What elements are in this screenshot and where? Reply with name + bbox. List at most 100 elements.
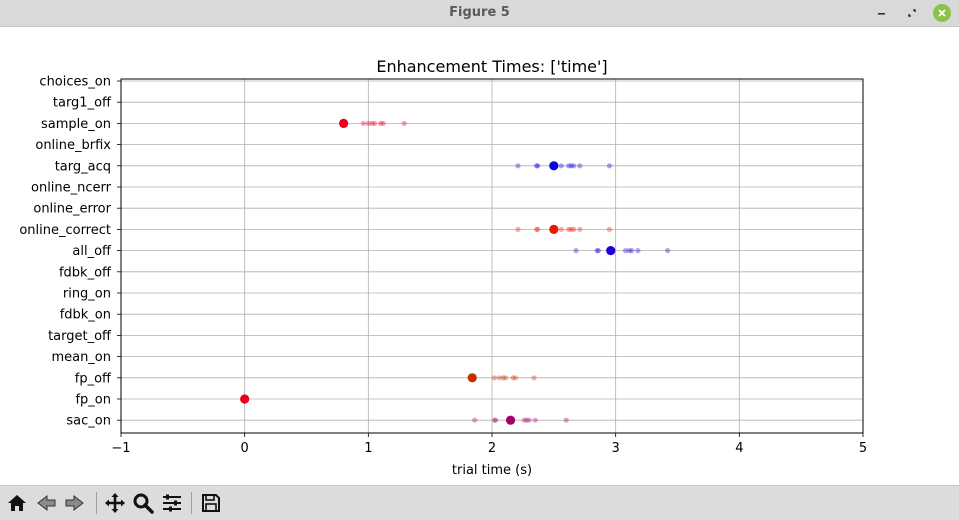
trial-point [533,226,540,232]
trial-point [491,375,498,381]
trial-point [577,226,583,232]
x-tick-label: 4 [735,441,743,456]
x-tick-label: 2 [488,441,496,456]
y-tick-label: ring_on [63,287,111,302]
mean-point [240,394,250,404]
data-points [240,118,671,425]
pan-button[interactable] [103,491,127,515]
trial-point [566,163,572,169]
mean-point [505,415,516,425]
trial-point [577,163,583,169]
trial-point [665,248,671,254]
maximize-button[interactable] [903,4,921,22]
trial-point [496,375,503,381]
trial-point [573,248,579,254]
save-button[interactable] [199,491,223,515]
forward-button[interactable] [63,491,87,515]
x-tick-label: −1 [111,441,130,456]
trial-point [369,120,375,126]
figure-canvas: −1 0 1 2 3 4 5 choices_on targ1_off sample_on onli… [0,27,959,484]
x-tick-label: 5 [859,441,867,456]
trial-point [595,248,601,254]
home-button[interactable] [5,491,29,515]
trial-point [515,163,521,169]
trial-point [360,120,366,126]
y-tick-label: fdbk_off [59,265,112,280]
trial-point [606,226,613,232]
trial-point [510,375,516,381]
y-tick-label: fdbk_on [60,308,111,323]
trial-point [526,417,532,423]
trial-point [566,226,572,232]
trial-point [568,226,574,232]
trial-point [635,248,641,254]
trial-point [533,163,540,169]
y-tick-label: targ_acq [55,159,111,174]
minimize-button[interactable] [873,4,891,22]
y-tick-label: targ1_off [53,96,112,111]
trial-point [378,120,384,126]
trial-point [535,226,541,232]
x-tick-label: 1 [364,441,372,456]
axis-ticks: −1 0 1 2 3 4 5 choices_on targ1_off sample_ononli… [19,75,867,457]
restore-icon [908,9,916,17]
x-tick-label: 0 [241,441,249,456]
trial-point [568,163,574,169]
home-icon [8,495,26,511]
trial-point [622,248,629,254]
x-axis-label: trial time (s) [452,463,532,478]
y-tick-label: all_off [72,244,112,259]
x-tick-label: 3 [612,441,620,456]
trial-point [401,120,407,126]
zoom-button[interactable] [131,491,155,515]
close-button[interactable] [933,4,951,22]
trial-point [524,417,530,423]
close-icon [938,9,946,17]
trial-point [629,248,635,254]
trial-point [558,226,564,232]
trial-point [500,375,506,381]
trial-point [521,417,527,423]
mean-point [549,161,559,171]
window-title: Figure 5 [449,5,510,20]
trial-point [491,417,498,423]
toolbar-separator [191,492,192,514]
trial-point [515,226,521,232]
trial-point [626,248,632,254]
chart-title: Enhancement Times: ['time'] [376,57,607,76]
trial-point [531,375,537,381]
y-tick-label: online_error [33,202,111,217]
trial-point [606,163,613,169]
trial-point [512,375,519,381]
arrow-left-icon [37,494,56,512]
configure-subplots-button[interactable] [160,491,184,515]
mean-point [339,118,349,128]
y-tick-label: online_correct [19,223,111,238]
navigation-toolbar [0,485,959,520]
trial-point [493,417,499,423]
toolbar-separator [96,492,97,514]
magnifier-icon [133,493,154,514]
trial-point [365,120,371,126]
trial-point [371,120,378,126]
y-tick-label: fp_on [75,393,111,408]
trial-point [532,417,538,423]
trial-point [594,248,600,254]
floppy-disk-icon [202,494,220,512]
y-tick-label: mean_on [51,350,111,365]
minimize-icon [878,13,885,15]
y-tick-label: fp_off [75,371,112,386]
y-tick-label: sac_on [66,414,111,429]
mean-point [467,373,477,383]
trial-point [571,163,577,169]
grid-lines [120,79,864,433]
move-icon [105,493,125,513]
mean-point [606,246,616,256]
trial-point [571,226,577,232]
window-titlebar: Figure 5 [0,0,959,27]
trial-point [535,163,541,169]
back-button[interactable] [34,491,58,515]
sliders-icon [163,494,181,512]
mean-point [549,224,559,234]
y-tick-label: sample_on [41,117,111,132]
